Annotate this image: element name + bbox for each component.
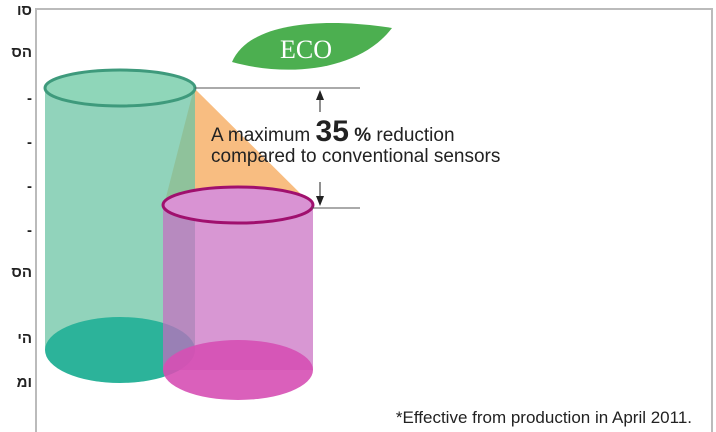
pink-top <box>163 187 313 223</box>
figure: ECO A maximum 35 % reduction compared to… <box>0 0 716 432</box>
caption-suffix: reduction <box>376 125 454 146</box>
footnote: *Effective from production in April 2011… <box>396 408 692 427</box>
pink-base <box>163 340 313 400</box>
page: סו הס - - - - הס הי ומ ECO A maximum 35 … <box>0 0 716 432</box>
caption-prefix: A maximum <box>211 125 310 146</box>
green-top <box>45 70 195 106</box>
caption-number: 35 <box>316 115 349 148</box>
caption-line-2: compared to conventional sensors <box>211 146 500 167</box>
eco-label: ECO <box>280 35 332 64</box>
caption-unit: % <box>354 125 371 146</box>
